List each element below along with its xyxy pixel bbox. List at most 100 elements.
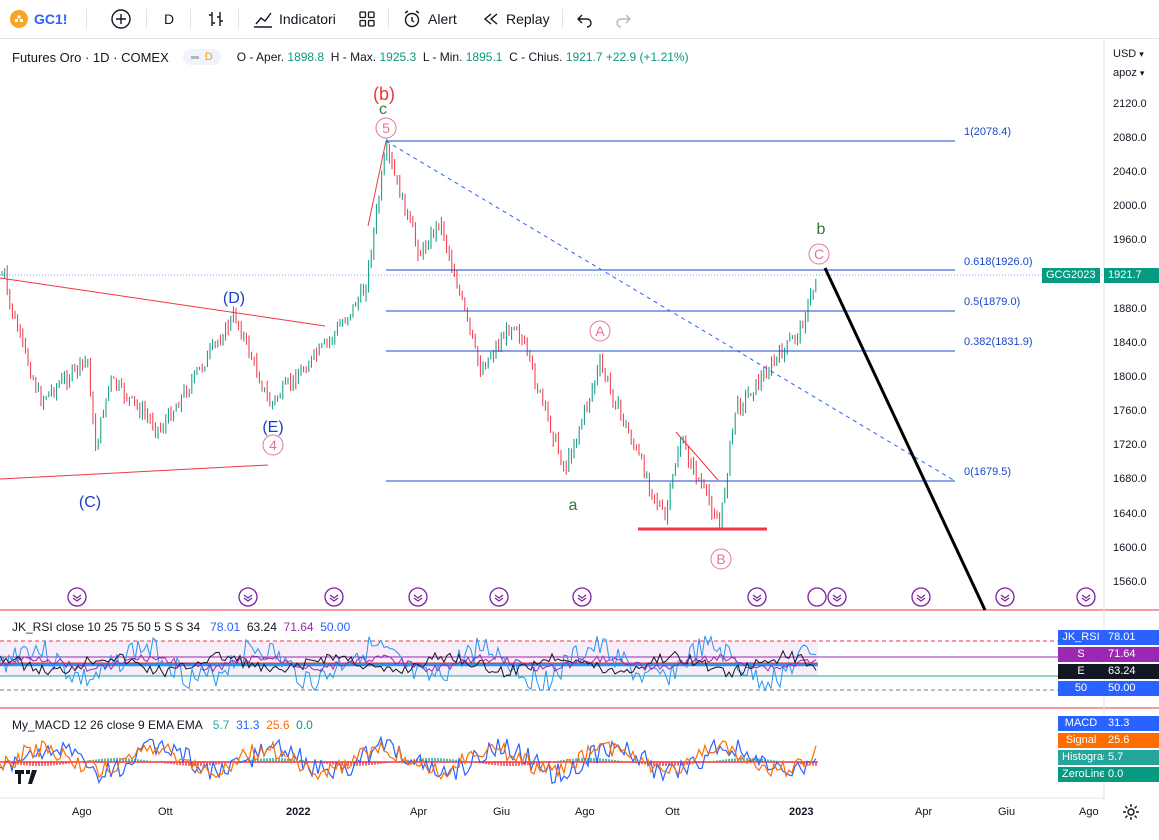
- flash-event-icon: [807, 587, 827, 607]
- replay-button[interactable]: Replay: [482, 0, 550, 38]
- indicator-tag-name: E: [1058, 664, 1104, 679]
- alert-button[interactable]: Alert: [402, 0, 457, 38]
- event-marker-icon: [911, 587, 931, 607]
- indicator-tag-value: 5.7: [1104, 750, 1159, 765]
- price-axis-label: 1880.0: [1113, 303, 1147, 315]
- indicator-tag-value: 63.24: [1104, 664, 1159, 679]
- last-price-tag: 1921.7: [1104, 268, 1159, 283]
- price-axis-label: 1960.0: [1113, 234, 1147, 246]
- chart-title[interactable]: Futures Oro · 1D · COMEX: [12, 49, 169, 65]
- time-axis-label: 2023: [789, 806, 814, 818]
- indicator-tag-value: 31.3: [1104, 716, 1159, 731]
- price-axis-label: 1760.0: [1113, 405, 1147, 417]
- projection-line[interactable]: [823, 267, 987, 611]
- macd-legend[interactable]: My_MACD 12 26 close 9 EMA EMA 5.7 31.3 2…: [12, 718, 313, 732]
- price-axis-label: 2000.0: [1113, 200, 1147, 212]
- fib-label-1: 1(2078.4): [964, 126, 1011, 138]
- indicators-button[interactable]: Indicatori: [252, 0, 336, 38]
- price-candles: [1, 138, 817, 529]
- chart-canvas[interactable]: (b) c 5 (D) (E) 4 (C) A B C a b 1(2078.4…: [0, 40, 1159, 840]
- triangle-upper-line[interactable]: [0, 277, 326, 327]
- redo-button[interactable]: [614, 0, 632, 38]
- wave-label-a-small: a: [569, 497, 578, 514]
- interval-button[interactable]: D: [164, 0, 174, 38]
- wave-label-E: (E): [262, 419, 283, 436]
- gear-icon: [1123, 804, 1139, 820]
- price-axis-label: 1840.0: [1113, 337, 1147, 349]
- time-axis-label: 2022: [286, 806, 311, 818]
- rsi-lines: [0, 635, 817, 692]
- time-axis-label: Ago: [72, 806, 92, 818]
- chart-type-button[interactable]: [206, 0, 226, 38]
- wave-label-c-small: c: [379, 101, 387, 118]
- ohlc-values: O - Aper. 1898.8 H - Max. 1925.3 L - Min…: [236, 50, 689, 64]
- settings-button[interactable]: [1122, 803, 1140, 826]
- event-markers[interactable]: [67, 587, 1096, 607]
- indicator-tag-name: Signal: [1058, 733, 1104, 748]
- time-axis-label: Ott: [665, 806, 680, 818]
- symbol-label: GC1!: [34, 11, 68, 27]
- event-marker-icon: [572, 587, 592, 607]
- price-axis-label: 2040.0: [1113, 166, 1147, 178]
- interval-badge[interactable]: D: [182, 49, 221, 65]
- indicator-tag-value: 71.64: [1104, 647, 1159, 662]
- event-marker-icon: [408, 587, 428, 607]
- fib-label-0: 0(1679.5): [964, 466, 1011, 478]
- indicator-tag-value: 50.00: [1104, 681, 1159, 696]
- interval-badge-label: D: [204, 51, 213, 63]
- fib-retracement[interactable]: [386, 140, 955, 482]
- replay-label: Replay: [506, 11, 550, 27]
- time-axis-label: Ott: [158, 806, 173, 818]
- rewind-icon: [483, 13, 498, 25]
- time-axis-label: Ago: [575, 806, 595, 818]
- indicator-tag-name: ZeroLine: [1058, 767, 1105, 782]
- symbol-price-tag: GCG2023: [1042, 268, 1100, 283]
- wedge-line[interactable]: [675, 431, 719, 481]
- indicator-tag-name: S: [1058, 647, 1104, 662]
- indicator-tag-value: 25.6: [1104, 733, 1159, 748]
- time-axis-label: Apr: [915, 806, 933, 818]
- tradingview-logo[interactable]: [14, 768, 40, 791]
- price-axis-label: 1600.0: [1113, 542, 1147, 554]
- indicator-tag-name: Histogram: [1058, 750, 1112, 765]
- indicator-tag-name: 50: [1058, 681, 1104, 696]
- event-marker-icon: [489, 587, 509, 607]
- scale-label[interactable]: apoz ▾: [1113, 67, 1145, 79]
- layouts-button[interactable]: [358, 0, 376, 38]
- symbol-search[interactable]: GC1!: [10, 0, 67, 38]
- redo-icon: [616, 14, 631, 28]
- interval-label: D: [164, 11, 175, 27]
- fib-label-5: 0.5(1879.0): [964, 296, 1020, 308]
- event-marker-icon: [67, 587, 87, 607]
- currency-selector[interactable]: USD ▾: [1113, 48, 1144, 60]
- wave-label-5: 5: [382, 120, 390, 136]
- time-axis-label: Apr: [410, 806, 428, 818]
- undo-button[interactable]: [576, 0, 594, 38]
- wave-label-A: A: [595, 323, 605, 339]
- price-axis-label: 2120.0: [1113, 98, 1147, 110]
- indicator-tag-value: 78.01: [1104, 630, 1159, 645]
- price-axis-label: 2080.0: [1113, 132, 1147, 144]
- indicator-tag-name: JK_RSI: [1058, 630, 1104, 645]
- time-axis-label: Giu: [998, 806, 1016, 818]
- fib-label-618: 0.618(1926.0): [964, 256, 1033, 268]
- chart-legend: Futures Oro · 1D · COMEX D O - Aper. 189…: [12, 49, 689, 65]
- triangle-lower-line[interactable]: [0, 464, 269, 480]
- event-marker-icon: [324, 587, 344, 607]
- add-symbol-button[interactable]: [110, 0, 132, 38]
- indicator-tag-name: MACD: [1058, 716, 1104, 731]
- grid-icon: [359, 11, 375, 27]
- time-axis-label: Ago: [1079, 806, 1099, 818]
- dashed-trendline[interactable]: [385, 140, 956, 482]
- macd-lines: [0, 735, 817, 785]
- rsi-legend[interactable]: JK_RSI close 10 25 75 50 5 S S 34 78.01 …: [12, 620, 351, 634]
- alarm-clock-icon: [404, 10, 420, 28]
- time-axis-label: Giu: [493, 806, 511, 818]
- wave-label-4: 4: [269, 437, 277, 453]
- event-marker-icon: [238, 587, 258, 607]
- wave-b-line[interactable]: [367, 140, 387, 227]
- wave-label-b-paren: (b): [373, 84, 395, 104]
- price-axis-label: 1640.0: [1113, 508, 1147, 520]
- event-marker-icon: [747, 587, 767, 607]
- wave-label-b-small: b: [817, 221, 826, 238]
